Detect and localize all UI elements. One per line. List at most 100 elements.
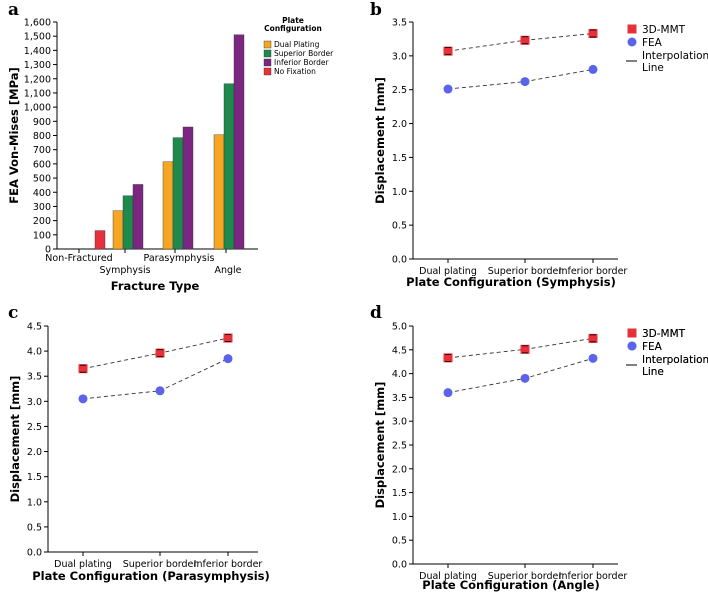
legend-marker-circle	[627, 341, 637, 351]
point-fea	[78, 394, 88, 404]
point-3d-mmt	[520, 35, 530, 45]
x-tick-label: Symphysis	[99, 265, 150, 276]
y-tick-label: 4.5	[392, 345, 407, 356]
legend-line-label: Interpolation Line	[642, 50, 708, 74]
y-axis-title: Displacement [mm]	[8, 376, 22, 503]
legend-label: 3D-MMT	[642, 328, 686, 340]
y-tick-label: 3.5	[392, 393, 407, 404]
bar-superior-border	[122, 195, 134, 250]
chart-panel-d: d 0.0 0.5 1.0 1.5 2.0 2.5 3.0 3.5 4.0 4.5 5.0 Displa…	[370, 303, 708, 592]
y-tick-label: 3.5	[392, 18, 407, 29]
legend-swatch	[263, 40, 272, 49]
point-fea	[520, 77, 530, 87]
y-tick-label: 1,300	[24, 60, 51, 71]
legend-title-line: Plate	[282, 16, 304, 25]
y-tick-label: 1,500	[24, 32, 51, 43]
y-tick-label: 0.0	[27, 548, 42, 559]
bar-inferior-border	[132, 184, 144, 250]
bar-superior-border	[223, 83, 235, 250]
point-fea	[443, 388, 453, 398]
chart-panel-a: a 0 100 200 300 400 500 600 700 800 900 1,000 1,100 1…	[7, 0, 334, 293]
legend-label: 3D-MMT	[642, 24, 686, 36]
y-tick-label: 4.5	[27, 322, 42, 333]
legend-line-label-line: Interpolation	[642, 354, 708, 366]
y-tick-label: 3.0	[27, 397, 42, 408]
x-tick-label: Superior border	[488, 571, 563, 582]
panel-letter: c	[8, 303, 18, 323]
x-tick-label: Inferior border	[559, 266, 628, 277]
point-fea	[588, 353, 598, 363]
point-3d-mmt	[223, 333, 233, 343]
y-tick-label: 1,100	[24, 88, 51, 99]
y-tick-label: 500	[33, 174, 51, 185]
y-tick-label: 0.5	[392, 536, 407, 547]
x-tick-label: Inferior border	[194, 559, 263, 570]
y-tick-label: 3.0	[392, 51, 407, 62]
y-tick-label: 3.0	[392, 417, 407, 428]
legend-swatch	[263, 49, 272, 58]
point-3d-mmt	[588, 29, 598, 39]
bar-superior-border	[172, 137, 184, 250]
x-tick-label: Dual plating	[54, 559, 112, 570]
y-tick-label: 0	[45, 245, 51, 256]
y-tick-label: 1,600	[24, 18, 51, 29]
x-tick-label: Superior border	[123, 559, 198, 570]
panel-letter: d	[370, 303, 382, 323]
y-axis-title: FEA Von-Mises [MPa]	[7, 67, 21, 203]
legend-title-line: Configuration	[264, 24, 322, 33]
legend-title: Plate Configuration	[264, 16, 322, 33]
interpolation-line	[447, 68, 594, 90]
point-fea	[588, 64, 598, 74]
legend-marker-square	[627, 24, 637, 34]
y-tick-label: 600	[33, 159, 51, 170]
legend-line-label-line: Line	[642, 62, 664, 74]
point-3d-mmt	[443, 353, 453, 363]
y-tick-label: 2.0	[392, 119, 407, 130]
legend-swatch	[263, 67, 272, 76]
x-axis-title: Plate Configuration (Symphysis)	[406, 275, 616, 289]
x-tick-label: Parasymphysis	[144, 253, 215, 264]
legend-line-label-line: Interpolation	[642, 354, 708, 366]
x-tick-label: Inferior border	[559, 571, 628, 582]
y-tick-label: 5.0	[392, 322, 407, 333]
chart-panel-c: c 0.0 0.5 1.0 1.5 2.0 2.5 3.0 3.5 4.0 4.5 Displacem…	[8, 303, 708, 583]
y-tick-label: 2.0	[27, 447, 42, 458]
legend-line-label: Interpolation Line	[642, 354, 708, 378]
legend-marker-square	[627, 328, 637, 338]
bar-dual-plating	[162, 161, 174, 250]
bar-no-fixation	[94, 230, 106, 250]
y-tick-label: 800	[33, 131, 51, 142]
y-tick-label: 1.5	[392, 153, 407, 164]
y-tick-label: 0.5	[392, 221, 407, 232]
legend-marker-circle	[627, 37, 637, 47]
y-tick-label: 1,000	[24, 103, 51, 114]
y-tick-label: 0.0	[392, 560, 407, 571]
panel-letter: a	[8, 0, 19, 20]
chart-panel-b: b 0.0 0.5 1.0 1.5 2.0 2.5 3.0 3.5 Displacement [m…	[370, 0, 708, 289]
y-tick-label: 1.0	[392, 187, 407, 198]
x-tick-label: Non-Fractured	[45, 253, 112, 264]
panel-letter: b	[370, 0, 382, 20]
y-tick-label: 900	[33, 117, 51, 128]
legend-label: FEA	[642, 37, 663, 49]
y-tick-label: 0.5	[27, 522, 42, 533]
y-axis-title: Displacement [mm]	[373, 382, 387, 509]
x-axis-title: Plate Configuration (Angle)	[422, 578, 599, 592]
point-3d-mmt	[155, 348, 165, 358]
legend-label: Superior Border	[274, 49, 334, 58]
y-tick-label: 1.0	[27, 497, 42, 508]
legend-line-label-line: Line	[642, 366, 664, 378]
legend-label: FEA	[642, 341, 663, 353]
y-tick-label: 2.5	[27, 422, 42, 433]
y-tick-label: 3.5	[27, 372, 42, 383]
y-tick-label: 4.0	[392, 369, 407, 380]
x-axis-title: Plate Configuration (Parasymphysis)	[32, 569, 270, 583]
y-tick-label: 400	[33, 188, 51, 199]
legend-swatch	[263, 58, 272, 67]
y-tick-label: 1.0	[392, 512, 407, 523]
legend-label: No Fixation	[274, 67, 316, 76]
legend-line-label-line: Interpolation	[642, 50, 708, 62]
y-tick-label: 2.0	[392, 464, 407, 475]
y-tick-label: 1.5	[392, 488, 407, 499]
